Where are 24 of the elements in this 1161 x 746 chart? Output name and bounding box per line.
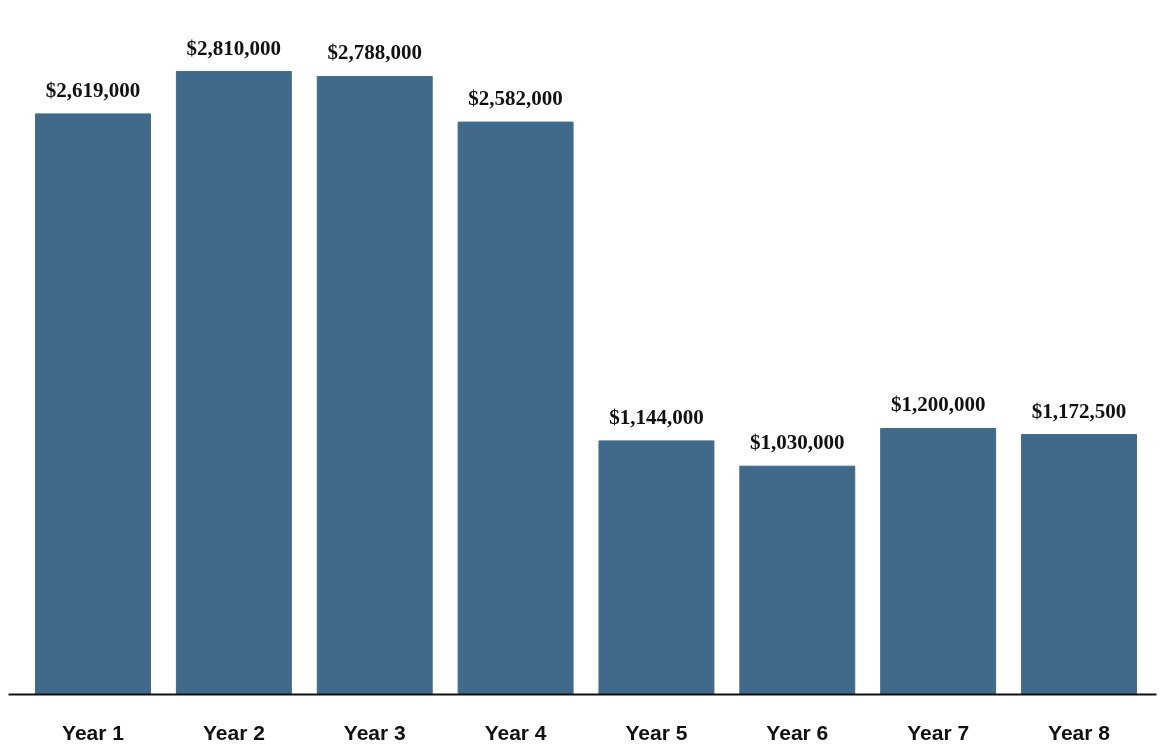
data-label: $2,810,000 [186,35,282,60]
bar [316,75,433,695]
x-tick-label: Year 7 [907,720,970,744]
data-label: $1,144,000 [609,404,704,429]
data-label: $1,030,000 [750,430,845,455]
data-label: $2,582,000 [468,86,563,111]
data-label: $1,172,500 [1031,398,1127,423]
x-tick-label: Year 2 [202,720,265,744]
x-tick-label: Year 5 [625,720,688,744]
bar [1021,434,1137,695]
x-tick-label: Year 4 [484,720,547,744]
bar [739,465,856,695]
data-label: $2,619,000 [45,77,141,102]
data-label: $1,200,000 [890,392,986,417]
bar [598,440,715,695]
x-tick-label: Year 6 [766,720,829,744]
x-tick-label: Year 8 [1048,720,1111,744]
data-label: $2,788,000 [327,40,422,65]
bar [175,71,292,695]
bar [35,113,151,695]
x-tick-label: Year 1 [62,720,125,744]
bar [880,427,997,695]
bar [457,121,574,695]
x-tick-label: Year 3 [343,720,406,744]
